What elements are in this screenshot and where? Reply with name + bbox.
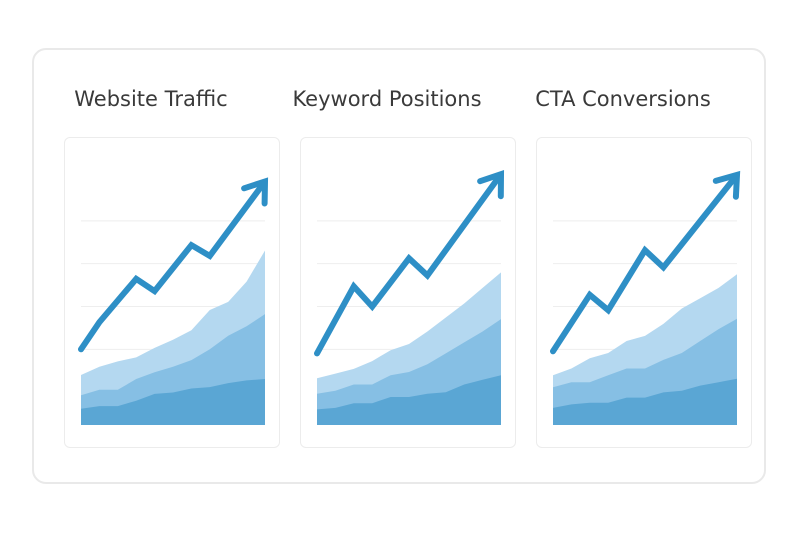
chart-cta-conversions bbox=[550, 170, 741, 425]
chart-website-traffic bbox=[78, 177, 269, 425]
panel-website-traffic: Website Traffic bbox=[42, 50, 280, 486]
trend-arrow-head bbox=[477, 170, 505, 200]
trend-arrow-head bbox=[712, 170, 741, 200]
chart-title: CTA Conversions bbox=[535, 87, 711, 111]
panel-keyword-positions: Keyword Positions bbox=[278, 50, 516, 486]
area-series-1 bbox=[317, 375, 501, 425]
chart-card bbox=[64, 137, 280, 448]
chart-card bbox=[536, 137, 752, 448]
area-series-1 bbox=[81, 379, 265, 425]
trend-arrow-head bbox=[241, 177, 269, 207]
chart-title: Website Traffic bbox=[74, 87, 228, 111]
area-series-1 bbox=[553, 378, 737, 425]
chart-title: Keyword Positions bbox=[292, 87, 482, 111]
panel-cta-conversions: CTA Conversions bbox=[514, 50, 752, 486]
chart-keyword-positions bbox=[314, 170, 505, 425]
trend-line bbox=[314, 174, 502, 357]
trend-line bbox=[550, 175, 738, 355]
dashboard-card: Website Traffic Keyword Positions CTA Co… bbox=[32, 48, 766, 484]
chart-card bbox=[300, 137, 516, 448]
trend-line bbox=[78, 181, 266, 353]
